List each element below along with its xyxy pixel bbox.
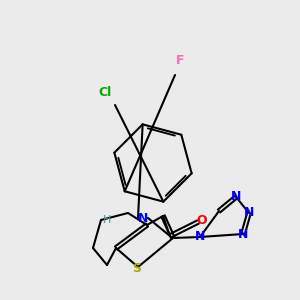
Text: S: S [133,262,142,275]
Text: N: N [231,190,241,203]
Text: N: N [195,230,205,244]
Text: N: N [244,206,254,220]
Text: Cl: Cl [98,86,112,100]
Text: O: O [197,214,207,226]
Text: N: N [238,227,248,241]
Text: N: N [138,212,148,224]
Text: F: F [176,53,184,67]
Text: H: H [103,215,111,225]
